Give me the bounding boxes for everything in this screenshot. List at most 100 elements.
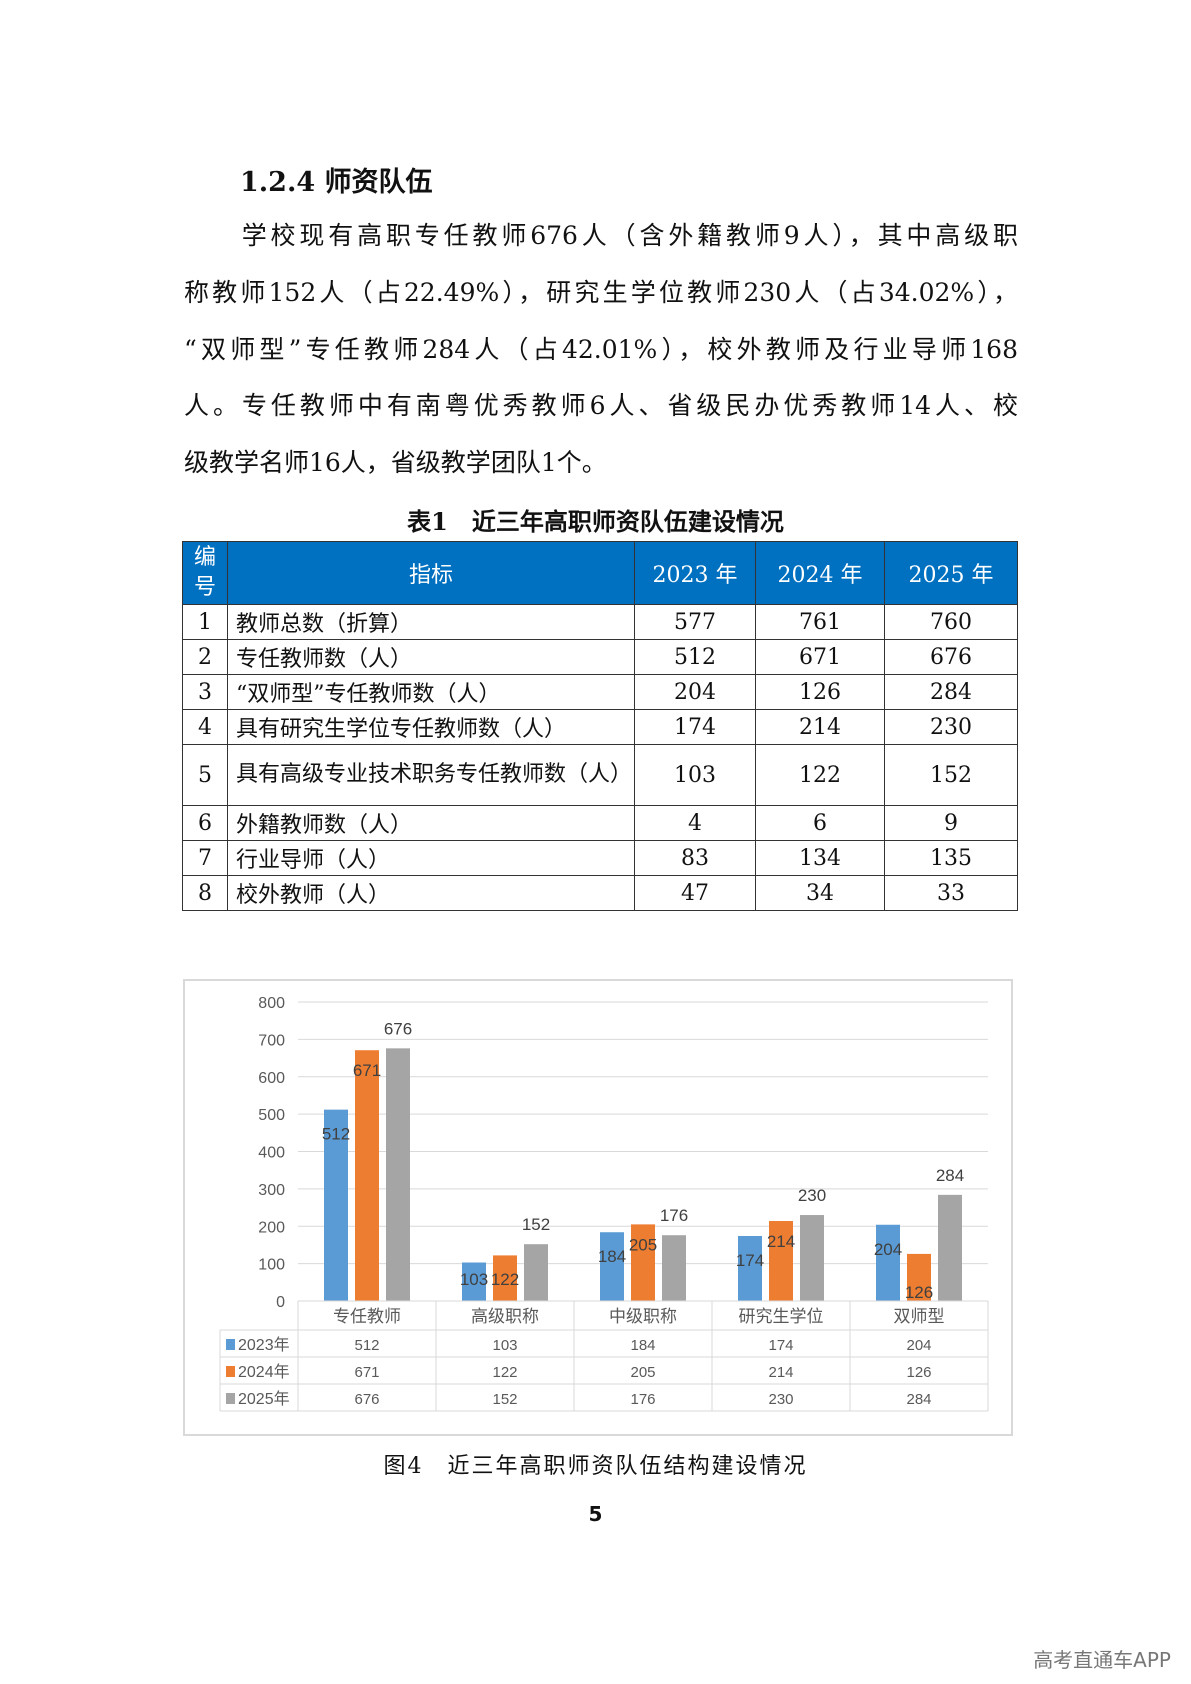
cell-2025: 230 [884, 709, 1018, 745]
cell-2024: 122 [755, 744, 885, 806]
bar [631, 1224, 655, 1301]
data-label: 174 [736, 1251, 764, 1270]
bar [462, 1262, 486, 1301]
cell-indicator: 专任教师数（人） [227, 639, 635, 675]
y-tick-label: 500 [258, 1107, 285, 1124]
header-indicator: 指标 [227, 541, 635, 605]
cell-2023: 204 [634, 674, 756, 710]
paragraph-line: 级教学名师16人，省级教学团队1个。 [184, 448, 607, 477]
table-row: 2 专任教师数（人） 512 671 676 [182, 639, 1018, 675]
category-label: 双师型 [894, 1307, 945, 1327]
cell-2023: 4 [634, 805, 756, 841]
y-tick-label: 400 [258, 1145, 285, 1162]
category-label: 专任教师 [333, 1307, 401, 1327]
legend-swatch [226, 1393, 235, 1404]
y-tick-label: 600 [258, 1070, 285, 1087]
data-label: 126 [905, 1283, 933, 1302]
bar [938, 1194, 962, 1301]
watermark: 高考直通车APP [1033, 1648, 1171, 1672]
bar [324, 1109, 348, 1301]
y-tick-label: 800 [258, 995, 285, 1012]
table-row: 5 具有高级专业技术职务专任教师数（人） 103 122 152 [182, 744, 1018, 806]
data-label: 230 [798, 1186, 826, 1205]
table-value: 230 [768, 1391, 793, 1408]
category-label: 研究生学位 [739, 1307, 824, 1327]
table-value: 174 [768, 1337, 793, 1354]
table-value: 676 [354, 1391, 379, 1408]
cell-2025: 135 [884, 840, 1018, 876]
bar [493, 1255, 517, 1301]
legend-swatch [226, 1339, 235, 1350]
table-row: 4 具有研究生学位专任教师数（人） 174 214 230 [182, 709, 1018, 745]
table-value: 152 [492, 1391, 517, 1408]
y-tick-label: 300 [258, 1182, 285, 1199]
cell-2024: 761 [755, 604, 885, 640]
data-label: 152 [522, 1215, 550, 1234]
table-value: 122 [492, 1364, 517, 1381]
y-tick-label: 100 [258, 1257, 285, 1274]
cell-indicator: “双师型”专任教师数（人） [227, 674, 635, 710]
paragraph-line: “双师型”专任教师284人（占42.01%），校外教师及行业导师168 [184, 335, 1018, 364]
cell-2023: 103 [634, 744, 756, 806]
data-label: 214 [767, 1232, 795, 1251]
bar [355, 1050, 379, 1301]
data-label: 122 [491, 1270, 519, 1289]
legend-swatch [226, 1366, 235, 1377]
table-value: 512 [354, 1337, 379, 1354]
bar [876, 1224, 900, 1301]
bar [600, 1232, 624, 1301]
y-tick-label: 0 [276, 1294, 285, 1311]
cell-2025: 760 [884, 604, 1018, 640]
table-value: 184 [630, 1337, 655, 1354]
bar [524, 1244, 548, 1301]
cell-indicator: 外籍教师数（人） [227, 805, 635, 841]
bar [800, 1215, 824, 1301]
cell-2023: 83 [634, 840, 756, 876]
paragraph-line: 人。专任教师中有南粤优秀教师6人、省级民办优秀教师14人、校 [184, 391, 1018, 420]
header-2025: 2025 年 [884, 541, 1018, 605]
table-value: 126 [906, 1364, 931, 1381]
data-label: 676 [384, 1019, 412, 1038]
table-value: 205 [630, 1364, 655, 1381]
cell-number: 7 [182, 840, 228, 876]
legend-label: 2024年 [238, 1363, 290, 1381]
table-value: 214 [768, 1364, 793, 1381]
data-label: 205 [629, 1235, 657, 1254]
table-row: 8 校外教师（人） 47 34 33 [182, 875, 1018, 911]
cell-2024: 214 [755, 709, 885, 745]
cell-number: 3 [182, 674, 228, 710]
section-heading: 1.2.4 师资队伍 [240, 167, 433, 198]
bar [386, 1048, 410, 1301]
header-2024: 2024 年 [755, 541, 885, 605]
cell-2025: 33 [884, 875, 1018, 911]
data-label: 176 [660, 1206, 688, 1225]
y-tick-label: 200 [258, 1219, 285, 1236]
category-label: 高级职称 [471, 1307, 539, 1327]
table-row: 7 行业导师（人） 83 134 135 [182, 840, 1018, 876]
table-row: 1 教师总数（折算） 577 761 760 [182, 604, 1018, 640]
table-row: 3 “双师型”专任教师数（人） 204 126 284 [182, 674, 1018, 710]
data-label: 284 [936, 1166, 964, 1185]
table-title: 表1 近三年高职师资队伍建设情况 [407, 507, 784, 536]
figure-caption: 图4 近三年高职师资队伍结构建设情况 [383, 1454, 808, 1479]
paragraph-line: 称教师152人（占22.49%），研究生学位教师230人（占34.02%）， [184, 278, 1018, 307]
cell-2024: 671 [755, 639, 885, 675]
cell-number: 1 [182, 604, 228, 640]
table-value: 284 [906, 1391, 931, 1408]
header-2023: 2023 年 [634, 541, 756, 605]
y-tick-label: 700 [258, 1032, 285, 1049]
bar [907, 1253, 931, 1301]
cell-2024: 126 [755, 674, 885, 710]
cell-indicator: 教师总数（折算） [227, 604, 635, 640]
cell-number: 4 [182, 709, 228, 745]
cell-indicator: 具有高级专业技术职务专任教师数（人） [227, 744, 635, 806]
cell-2025: 284 [884, 674, 1018, 710]
bar [662, 1235, 686, 1301]
table-value: 176 [630, 1391, 655, 1408]
data-label: 671 [353, 1061, 381, 1080]
bar [769, 1221, 793, 1301]
data-label: 512 [322, 1125, 350, 1144]
cell-number: 8 [182, 875, 228, 911]
